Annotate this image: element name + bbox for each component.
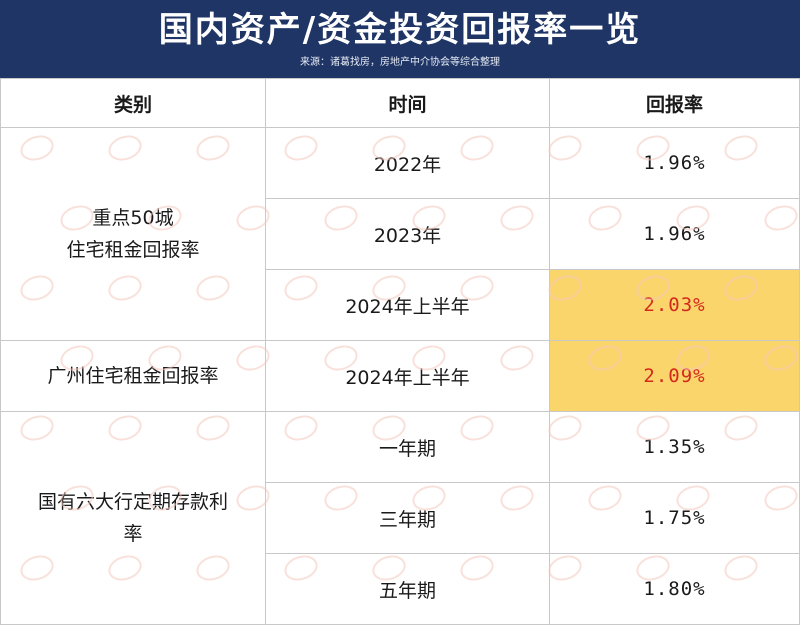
time-cell: 一年期: [265, 411, 550, 483]
table-row: 国有六大行定期存款利 率 一年期 1.35%: [0, 411, 800, 625]
rate-cell: 1.35%: [549, 411, 800, 483]
table-row: 重点50城 住宅租金回报率 2022年 1.96%: [0, 127, 800, 341]
column-header-category: 类别: [0, 78, 266, 128]
category-label: 住宅租金回报率: [66, 239, 200, 261]
time-cell: 三年期: [265, 482, 550, 554]
table-header-row: 类别 时间 回报率: [0, 78, 800, 128]
table-row: 广州住宅租金回报率 2024年上半年 2.09%: [0, 340, 800, 412]
table-row: 2023年 1.96%: [1, 198, 800, 270]
rate-cell: 1.75%: [549, 482, 800, 554]
category-cell-bank-deposit: 国有六大行定期存款利 率: [0, 411, 266, 625]
page-title: 国内资产/资金投资回报率一览: [158, 10, 642, 50]
category-label: 重点50城: [92, 207, 174, 229]
rate-cell: 1.96%: [549, 198, 800, 270]
rate-cell-highlighted: 2.09%: [549, 340, 800, 412]
column-header-time: 时间: [265, 78, 550, 128]
table-row: 五年期 1.80%: [1, 553, 800, 625]
table-row: 三年期 1.75%: [1, 482, 800, 554]
return-rate-table: 类别 时间 回报率 重点50城 住宅租金回报率 2022年 1.96% 2023…: [0, 78, 800, 625]
time-cell: 2024年上半年: [265, 269, 550, 341]
category-cell-guangzhou: 广州住宅租金回报率: [0, 340, 266, 412]
category-cell-top50: 重点50城 住宅租金回报率: [0, 127, 266, 341]
table-row: 2024年上半年 2.03%: [1, 269, 800, 341]
time-cell: 2022年: [265, 127, 550, 199]
category-label: 国有六大行定期存款利: [37, 491, 228, 513]
header-banner: 国内资产/资金投资回报率一览 来源：诸葛找房，房地产中介协会等综合整理: [0, 0, 800, 78]
column-header-rate: 回报率: [549, 78, 800, 128]
time-cell: 五年期: [265, 553, 550, 625]
time-cell: 2023年: [265, 198, 550, 270]
rate-cell: 1.80%: [549, 553, 800, 625]
source-note: 来源：诸葛找房，房地产中介协会等综合整理: [300, 57, 500, 68]
rate-cell-highlighted: 2.03%: [549, 269, 800, 341]
rate-cell: 1.96%: [549, 127, 800, 199]
time-cell: 2024年上半年: [265, 340, 550, 412]
category-label: 率: [123, 523, 143, 545]
